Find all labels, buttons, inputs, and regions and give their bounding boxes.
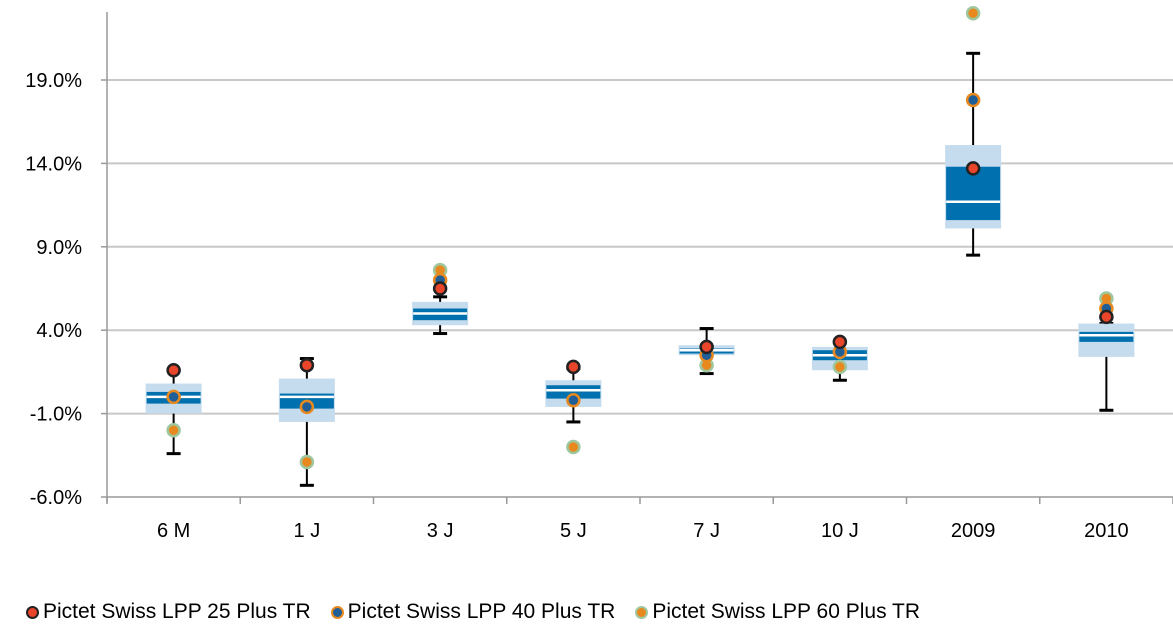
point-series-2 (566, 393, 581, 408)
x-tick-label: 10 J (821, 520, 859, 542)
point-series-3 (299, 454, 315, 470)
point-series-3 (832, 359, 848, 375)
legend-item-series-1: Pictet Swiss LPP 25 Plus TR (26, 600, 311, 624)
point-series-1 (699, 339, 714, 355)
legend-label-series-2: Pictet Swiss LPP 40 Plus TR (347, 600, 616, 623)
y-tick-label: 4.0% (36, 320, 82, 342)
legend-marker-series-1 (26, 605, 39, 619)
legend: Pictet Swiss LPP 25 Plus TR Pictet Swiss… (0, 596, 1173, 628)
y-tick-label: -1.0% (30, 404, 82, 426)
x-tick-label: 2010 (1084, 520, 1129, 542)
x-tick-label: 5 J (560, 520, 587, 542)
point-series-2 (299, 399, 315, 415)
box-2009 (945, 51, 1002, 257)
box-inner (1079, 331, 1134, 342)
legend-item-series-3: Pictet Swiss LPP 60 Plus TR (635, 600, 920, 624)
y-tick-label: 19.0% (25, 70, 82, 92)
point-series-1 (965, 161, 981, 176)
y-tick-label: 9.0% (36, 237, 82, 259)
point-series-2 (166, 389, 181, 405)
chart: -6.0% -1.0% 4.0% 9.0% 14.0% 19.0% 6 M 1 J 3 J 5 … (25, 6, 1173, 542)
x-tick-label: 3 J (427, 520, 454, 542)
x-tick-label: 2009 (951, 520, 996, 542)
x-tick-label: 1 J (294, 520, 321, 542)
legend-item-series-2: Pictet Swiss LPP 40 Plus TR (330, 600, 616, 624)
x-tick-label: 7 J (693, 520, 720, 542)
box-6-m (145, 368, 202, 456)
point-series-1 (832, 334, 848, 350)
y-tick-label: 14.0% (25, 153, 82, 175)
point-series-1 (432, 281, 448, 296)
point-series-1 (299, 357, 315, 373)
y-tick-label: -6.0% (30, 487, 82, 509)
legend-marker-series-2 (330, 605, 344, 619)
y-tick-labels: -6.0% -1.0% 4.0% 9.0% 14.0% 19.0% (25, 70, 82, 509)
box-3-j (412, 295, 469, 336)
boxes (145, 51, 1135, 487)
point-series-1 (566, 359, 581, 375)
x-tick-label: 6 M (157, 520, 190, 542)
legend-label-series-3: Pictet Swiss LPP 60 Plus TR (652, 600, 921, 623)
point-series-3 (566, 439, 581, 455)
point-series-3 (166, 423, 181, 438)
gridlines (107, 79, 1173, 415)
point-series-3 (965, 6, 981, 21)
point-series-1 (166, 362, 181, 378)
series-points (166, 6, 1114, 470)
axes (101, 12, 1173, 504)
point-series-1 (1099, 309, 1114, 325)
point-series-2 (965, 92, 981, 108)
legend-marker-series-3 (635, 605, 649, 619)
legend-label-series-1: Pictet Swiss LPP 25 Plus TR (43, 600, 311, 623)
box-inner (546, 385, 601, 399)
box-2010 (1078, 322, 1135, 412)
x-tick-labels: 6 M 1 J 3 J 5 J 7 J 10 J 2009 2010 (157, 520, 1129, 542)
